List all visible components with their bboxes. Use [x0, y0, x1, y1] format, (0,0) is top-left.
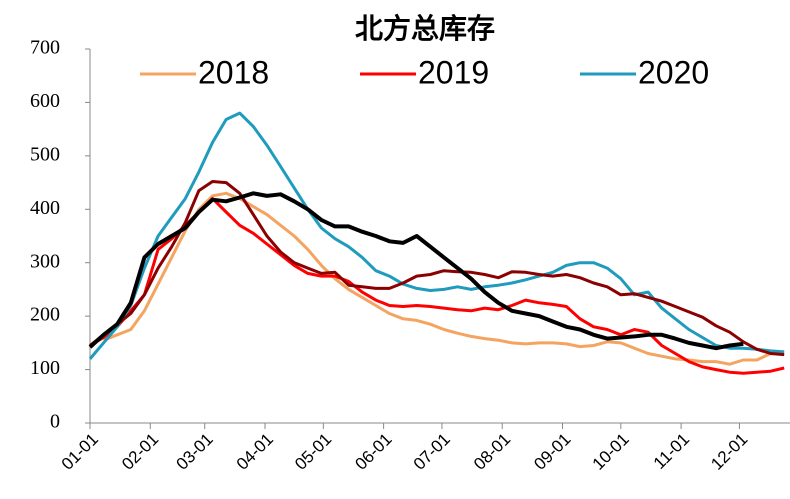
y-tick-label: 700 [30, 37, 60, 59]
x-tick-label: 10-01 [589, 430, 633, 474]
x-tick-label: 05-01 [291, 430, 335, 474]
x-tick-label: 07-01 [410, 430, 454, 474]
series-line [103, 191, 772, 366]
y-tick-label: 500 [30, 143, 60, 165]
series-line [89, 197, 785, 375]
series-line [89, 180, 785, 357]
chart-title: 北方总库存 [355, 12, 495, 45]
x-tick-label: 01-01 [58, 430, 102, 474]
x-tick-label: 04-01 [233, 430, 277, 474]
x-tick-label: 03-01 [173, 430, 217, 474]
x-tick-label: 11-01 [650, 430, 693, 473]
x-tick-label: 06-01 [351, 430, 395, 474]
y-tick-label: 0 [50, 411, 60, 433]
x-tick-label: 02-01 [118, 430, 162, 474]
y-tick-label: 300 [30, 250, 60, 272]
y-tick-label: 600 [30, 90, 60, 112]
y-tick-label: 100 [30, 357, 60, 379]
x-tick-label: 08-01 [470, 430, 514, 474]
series-line [88, 111, 785, 360]
x-tick-label: 09-01 [530, 430, 574, 474]
x-tick-label: 12-01 [707, 430, 751, 474]
y-tick-label: 200 [30, 304, 60, 326]
series-line [88, 191, 744, 351]
legend-label: 2020 [638, 54, 709, 90]
y-tick-label: 400 [30, 197, 60, 219]
legend-label: 2018 [198, 54, 269, 90]
legend-label: 2019 [418, 54, 489, 90]
